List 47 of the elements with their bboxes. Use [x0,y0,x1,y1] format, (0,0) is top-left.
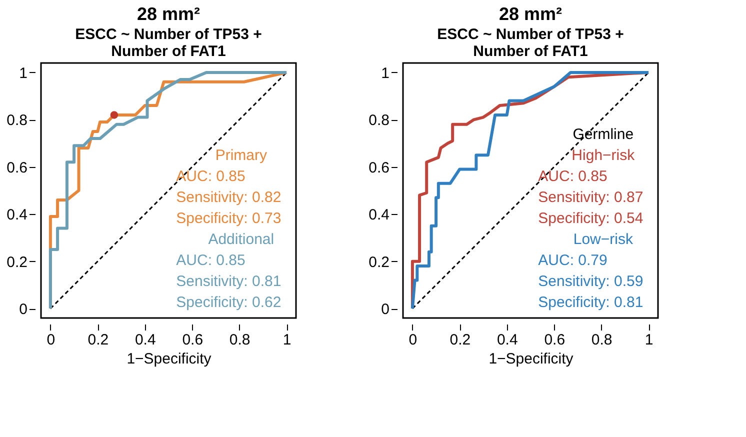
text: Primary [215,147,268,164]
x-tick-label: 0.8 [229,332,250,348]
y-tick-label: 0.6 [368,159,390,176]
text: Low−risk [573,231,634,248]
annotation: Sensitivity: 0.81 [176,273,282,290]
y-tick-label: 0 [381,301,390,318]
x-tick-label: 0.8 [591,332,612,348]
y-tick-label: 0.4 [6,206,28,224]
y-tick-label: 0.4 [368,206,390,224]
annotation: Specificity: 0.62 [176,294,282,311]
annotation: AUC: 0.85 [176,252,246,269]
annotation: AUC: 0.85 [538,168,608,185]
x-tick-label: 0.6 [544,332,566,348]
text: Additional [208,231,274,248]
x-tick-label: 0 [46,332,56,348]
text: High−risk [572,147,636,164]
annotation: Specificity: 0.81 [538,294,644,311]
y-tick-label: 0.2 [368,254,390,271]
annotation: Sensitivity: 0.82 [176,189,282,206]
x-tick-label: 0.4 [496,332,518,348]
y-tick-label: 0.2 [6,254,28,271]
x-tick-label: 0.4 [134,332,156,348]
y-tick-label: 1 [19,64,28,82]
annotation: Sensitivity: 0.59 [538,273,644,290]
chart-subtitle: ESCC ~ Number of TP53 + Number of FAT1 [75,26,262,60]
y-tick-label: 0.6 [6,159,28,176]
x-axis-title: 1−Specificity [126,350,212,368]
annotation: Sensitivity: 0.87 [538,189,644,206]
legend-title: Germline [572,126,634,143]
x-tick-label: 1 [644,332,654,348]
x-tick-label: 1 [282,332,292,348]
annotation: Specificity: 0.73 [176,210,282,227]
chart-title: 28 mm² [136,4,200,24]
x-tick-label: 0.2 [450,332,471,348]
x-tick-label: 0.2 [88,332,109,348]
y-tick-label: 1 [381,64,390,82]
y-tick-label: 0.8 [368,112,390,130]
y-tick-label: 0.8 [6,112,28,130]
x-tick-label: 0 [408,332,418,348]
y-tick-label: 0 [19,301,28,318]
annotation: AUC: 0.85 [176,168,246,185]
x-axis-title: 1−Specificity [488,350,574,368]
chart-title: 28 mm² [498,4,562,24]
chart-subtitle: ESCC ~ Number of TP53 + Number of FAT1 [437,26,624,60]
annotation: AUC: 0.79 [538,252,608,269]
x-tick-label: 0.6 [182,332,204,348]
annotation: Specificity: 0.54 [538,210,644,227]
